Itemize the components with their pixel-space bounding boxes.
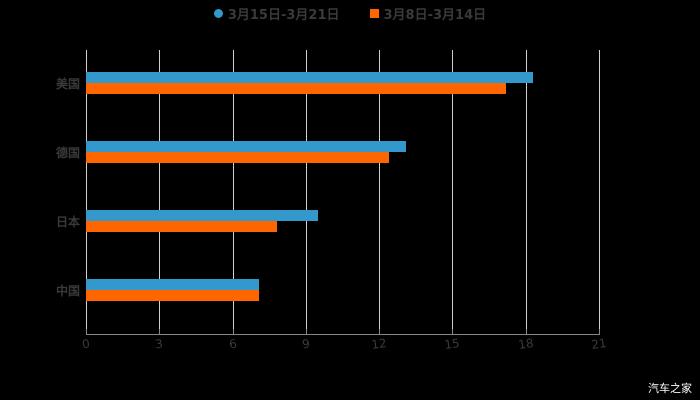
- gridline: [233, 50, 234, 330]
- category-label: 美国: [55, 77, 80, 91]
- legend-label-series1: 3月15日-3月21日: [227, 8, 340, 23]
- x-tick-label: 6: [228, 336, 238, 352]
- legend-item-series1[interactable]: 3月15日-3月21日: [213, 4, 340, 23]
- watermark: 汽车之家: [648, 382, 692, 395]
- bar-series2[interactable]: [86, 221, 277, 232]
- bar-series1[interactable]: [86, 279, 259, 290]
- legend-label-series2: 3月8日-3月14日: [383, 8, 487, 23]
- x-tick-label: 9: [301, 336, 311, 352]
- bar-series1[interactable]: [86, 210, 318, 221]
- axis-tick: [306, 329, 307, 335]
- axis-tick: [379, 329, 380, 335]
- x-tick-label: 0: [81, 336, 91, 352]
- gridline: [306, 50, 307, 330]
- x-tick-label: 21: [590, 336, 608, 352]
- x-tick-label: 18: [517, 336, 535, 352]
- x-tick-label: 15: [443, 336, 461, 352]
- gridline: [599, 50, 600, 330]
- bar-series2[interactable]: [86, 152, 389, 163]
- axis-tick: [452, 329, 453, 335]
- axis-tick: [599, 329, 600, 335]
- gridline: [526, 50, 527, 330]
- chart-legend: 3月15日-3月21日 3月8日-3月14日: [0, 4, 700, 23]
- bar-series1[interactable]: [86, 72, 533, 83]
- category-label: 德国: [55, 146, 80, 160]
- bar-series1[interactable]: [86, 141, 406, 152]
- x-axis-line: [86, 334, 600, 335]
- axis-tick: [526, 329, 527, 335]
- x-tick-label: 12: [370, 336, 388, 352]
- x-tick-label: 3: [154, 336, 164, 352]
- gridline: [159, 50, 160, 330]
- axis-tick: [233, 329, 234, 335]
- gridline: [452, 50, 453, 330]
- category-label: 日本: [55, 215, 80, 229]
- legend-square-icon: [369, 9, 379, 18]
- axis-tick: [86, 329, 87, 335]
- bar-series2[interactable]: [86, 290, 259, 301]
- gridline: [86, 50, 87, 330]
- legend-circle-icon: [213, 9, 223, 18]
- axis-tick: [159, 329, 160, 335]
- category-label: 中国: [55, 284, 80, 298]
- legend-item-series2[interactable]: 3月8日-3月14日: [369, 4, 487, 23]
- gridline: [379, 50, 380, 330]
- bar-series2[interactable]: [86, 83, 506, 94]
